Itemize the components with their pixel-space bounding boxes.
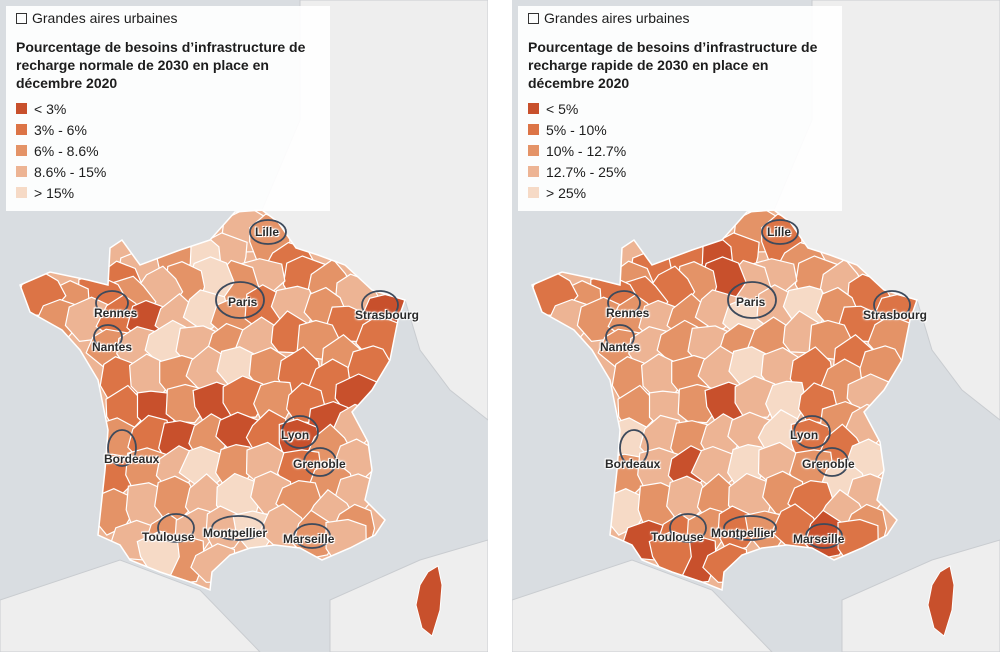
city-label-lyon: Lyon — [790, 428, 819, 442]
city-label-paris: Paris — [228, 295, 258, 309]
urban-area-outline — [107, 429, 137, 467]
legend-item: 3% - 6% — [16, 119, 320, 140]
map-panel-rapide[interactable]: Grandes aires urbaines Pourcentage de be… — [512, 0, 1000, 652]
legend-item: 6% - 8.6% — [16, 140, 320, 161]
urban-area-outline — [95, 290, 129, 316]
city-label-toulouse: Toulouse — [142, 530, 195, 544]
legend-swatch — [528, 145, 539, 156]
legend-label: 6% - 8.6% — [34, 142, 99, 159]
legend-label: 10% - 12.7% — [546, 142, 627, 159]
legend-item: 5% - 10% — [528, 119, 832, 140]
urban-areas-label: Grandes aires urbaines — [544, 10, 690, 26]
legend-swatch — [528, 103, 539, 114]
france-outline — [19, 209, 406, 592]
urban-area-outline — [761, 219, 799, 245]
city-label-nantes: Nantes — [92, 340, 133, 354]
legend-normale: Grandes aires urbaines Pourcentage de be… — [6, 6, 330, 211]
urban-area-outline — [723, 515, 777, 541]
city-label-nantes: Nantes — [600, 340, 641, 354]
legend-item: > 25% — [528, 182, 832, 203]
legend-item: < 5% — [528, 98, 832, 119]
city-label-marseille: Marseille — [793, 532, 845, 546]
urban-areas-toggle[interactable]: Grandes aires urbaines — [16, 10, 320, 26]
legend-swatch — [16, 103, 27, 114]
city-label-marseille: Marseille — [283, 532, 335, 546]
legend-swatch — [528, 166, 539, 177]
legend-label: 12.7% - 25% — [546, 163, 627, 180]
map-normale[interactable] — [0, 0, 488, 652]
france-outline — [531, 209, 918, 592]
legend-item: < 3% — [16, 98, 320, 119]
urban-area-outline — [727, 281, 777, 319]
city-label-bordeaux: Bordeaux — [104, 452, 160, 466]
urban-area-outline — [215, 281, 265, 319]
legend-swatch — [16, 145, 27, 156]
city-label-grenoble: Grenoble — [293, 457, 346, 471]
urban-area-outline — [211, 515, 265, 541]
checkbox-icon[interactable] — [16, 12, 27, 24]
urban-area-outline — [873, 290, 911, 320]
urban-areas-toggle[interactable]: Grandes aires urbaines — [528, 10, 832, 26]
city-label-rennes: Rennes — [94, 306, 138, 320]
legend-item: 10% - 12.7% — [528, 140, 832, 161]
checkbox-icon[interactable] — [528, 12, 539, 24]
city-label-bordeaux: Bordeaux — [605, 457, 661, 471]
urban-area-outline — [303, 447, 337, 477]
legend-label: > 15% — [34, 184, 75, 201]
city-label-montpellier: Montpellier — [203, 526, 268, 540]
urban-area-outline — [793, 415, 831, 449]
legend-label: 8.6% - 15% — [34, 163, 107, 180]
legend-swatch — [16, 166, 27, 177]
urban-area-outline — [669, 513, 707, 543]
map-panel-normale[interactable]: Grandes aires urbaines Pourcentage de be… — [0, 0, 488, 652]
corsica — [927, 565, 955, 637]
corsica — [415, 565, 443, 637]
legend-item: 8.6% - 15% — [16, 161, 320, 182]
city-label-lyon: Lyon — [281, 428, 310, 442]
urban-area-outline — [619, 429, 649, 467]
urban-area-outline — [605, 324, 635, 350]
urban-area-outline — [805, 523, 843, 549]
urban-area-outline — [157, 513, 195, 543]
legend-label: 5% - 10% — [546, 121, 607, 138]
legend-swatch — [16, 187, 27, 198]
legend-swatch — [528, 124, 539, 135]
legend-item: > 15% — [16, 182, 320, 203]
city-label-paris: Paris — [736, 295, 766, 309]
italy-land — [329, 539, 488, 652]
city-label-montpellier: Montpellier — [711, 526, 776, 540]
city-label-toulouse: Toulouse — [651, 530, 704, 544]
urban-area-outline — [361, 290, 399, 320]
city-label-strasbourg: Strasbourg — [355, 308, 420, 322]
urban-area-outline — [249, 219, 287, 245]
legend-swatch — [528, 187, 539, 198]
city-label-strasbourg: Strasbourg — [863, 308, 928, 322]
departments — [532, 210, 917, 585]
city-label-lille: Lille — [767, 225, 792, 239]
city-label-lille: Lille — [255, 225, 280, 239]
departments — [20, 210, 405, 585]
italy-land — [841, 539, 1000, 652]
spain-land — [512, 559, 773, 652]
urban-area-outline — [607, 290, 641, 316]
legend-title: Pourcentage de besoins d’infrastructure … — [16, 39, 306, 91]
urban-area-outline — [815, 447, 849, 477]
urban-area-outline — [281, 415, 319, 449]
urban-area-outline — [293, 523, 331, 549]
urban-area-outline — [93, 324, 123, 350]
legend-label: 3% - 6% — [34, 121, 87, 138]
legend-label: < 5% — [546, 100, 579, 117]
city-label-grenoble: Grenoble — [802, 457, 855, 471]
city-label-rennes: Rennes — [606, 306, 650, 320]
legend-swatch — [16, 124, 27, 135]
legend-rapide: Grandes aires urbaines Pourcentage de be… — [518, 6, 842, 211]
legend-item: 12.7% - 25% — [528, 161, 832, 182]
legend-label: < 3% — [34, 100, 67, 117]
legend-label: > 25% — [546, 184, 587, 201]
spain-land — [0, 559, 261, 652]
urban-areas-label: Grandes aires urbaines — [32, 10, 178, 26]
legend-title: Pourcentage de besoins d’infrastructure … — [528, 39, 818, 91]
